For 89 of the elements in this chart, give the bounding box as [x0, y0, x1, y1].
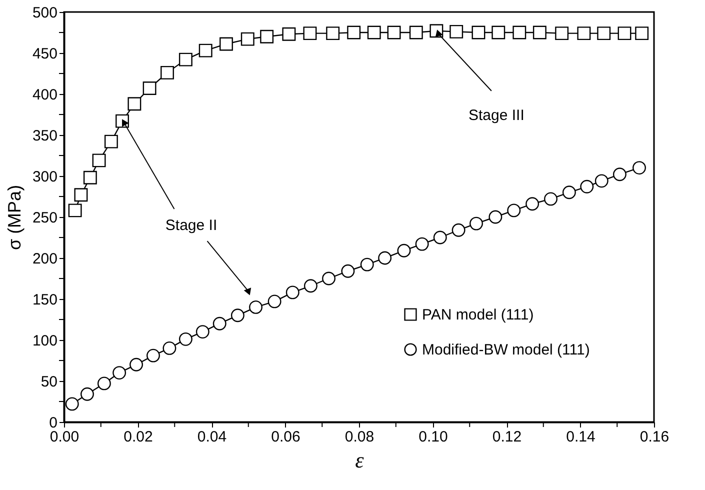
point: [512, 26, 526, 40]
point: [160, 66, 174, 80]
point: [632, 161, 646, 175]
y-tick-label: 50: [40, 374, 58, 390]
point: [597, 26, 611, 40]
point: [397, 244, 411, 258]
point: [470, 216, 483, 230]
point: [198, 44, 212, 58]
point: [162, 341, 176, 355]
point: [230, 308, 244, 322]
x-tick-label: 0.12: [492, 428, 522, 446]
point: [97, 376, 111, 390]
point: [130, 358, 143, 372]
point: [618, 26, 632, 40]
point: [65, 397, 79, 411]
point: [580, 180, 594, 194]
point: [387, 26, 401, 40]
point: [178, 332, 192, 346]
point: [594, 174, 608, 188]
point: [104, 134, 118, 148]
point: [112, 366, 126, 380]
x-tick-label: 0.02: [124, 428, 153, 446]
x-tick-label: 0.14: [566, 428, 596, 446]
y-tick-label: 0: [49, 414, 58, 432]
y-tick-label: 100: [32, 332, 58, 350]
point: [212, 316, 226, 330]
point: [92, 154, 106, 168]
point: [526, 197, 540, 211]
y-tick-label: 300: [32, 168, 58, 186]
legend-label: Modified-BW model (111): [422, 342, 590, 358]
annotation: Stage II: [165, 217, 218, 234]
y-tick-label: 500: [32, 4, 58, 22]
point: [83, 170, 97, 184]
x-tick-label: 0.00: [50, 428, 80, 446]
point: [562, 186, 576, 200]
point: [260, 30, 274, 44]
point: [367, 26, 381, 40]
point: [178, 52, 192, 66]
x-tick-label: 0.06: [271, 428, 300, 446]
y-tick-label: 450: [32, 46, 58, 62]
point: [450, 24, 464, 38]
point: [347, 26, 361, 40]
point: [326, 26, 340, 40]
point: [286, 286, 300, 300]
point: [249, 300, 262, 314]
legend-label: PAN model (111): [422, 306, 534, 324]
point: [303, 26, 317, 40]
y-tick-label: 250: [32, 210, 58, 226]
point: [488, 210, 502, 224]
point: [128, 97, 142, 111]
point: [635, 26, 649, 40]
annotation: Stage III: [468, 106, 524, 124]
point: [507, 204, 521, 218]
point: [612, 168, 626, 182]
x-axis-title: ε: [355, 448, 364, 472]
x-tick-label: 0.16: [640, 428, 670, 446]
x-tick-label: 0.04: [197, 428, 227, 446]
y-tick-label: 150: [32, 292, 58, 308]
point: [492, 26, 506, 40]
point: [378, 251, 392, 265]
x-tick-label: 0.08: [344, 428, 374, 446]
point: [433, 230, 447, 244]
point: [452, 223, 466, 237]
point: [341, 264, 355, 278]
point: [80, 387, 94, 401]
point: [146, 348, 160, 362]
point: [196, 325, 210, 339]
point: [415, 237, 429, 251]
y-tick-label: 350: [32, 128, 58, 144]
point: [240, 32, 254, 46]
y-tick-label: 400: [32, 86, 58, 104]
point: [532, 26, 546, 40]
point: [142, 82, 156, 95]
point: [409, 26, 423, 40]
x-tick-label: 0.10: [418, 428, 448, 446]
y-tick-label: 200: [32, 250, 58, 268]
point: [74, 188, 88, 202]
point: [282, 27, 296, 41]
point: [220, 37, 233, 51]
point: [304, 279, 318, 293]
y-axis-title: σ (MPa): [4, 184, 24, 250]
point: [68, 204, 82, 218]
point: [555, 26, 569, 40]
point: [472, 26, 486, 40]
point: [360, 258, 374, 272]
point: [577, 26, 591, 40]
point: [268, 294, 282, 308]
point: [544, 192, 558, 206]
point: [322, 272, 336, 286]
